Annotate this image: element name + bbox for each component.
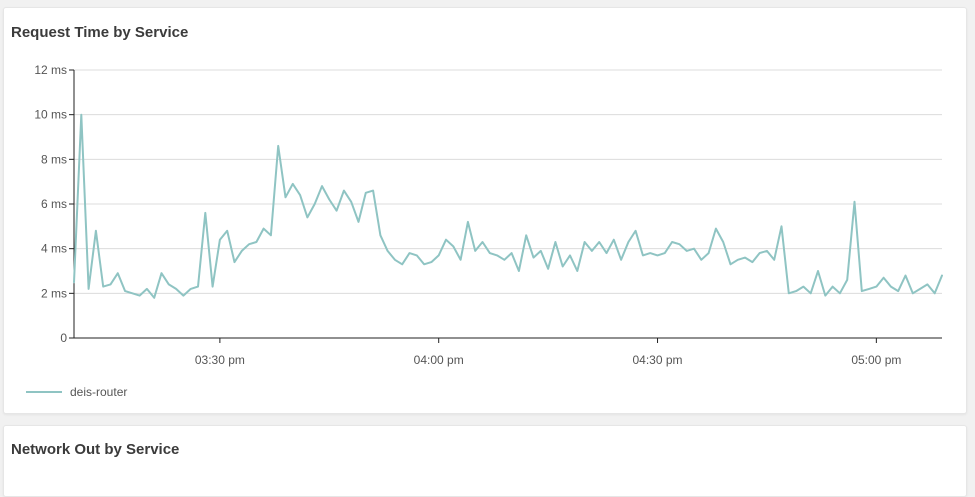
y-tick-label: 10 ms	[34, 108, 67, 122]
y-tick-label: 0	[60, 331, 67, 345]
series-line	[73, 113, 943, 299]
y-tick-label: 6 ms	[41, 197, 67, 211]
network-out-card: Network Out by Service	[3, 425, 967, 497]
chart-legend[interactable]: deis-router	[26, 384, 127, 400]
x-tick-label: 04:30 pm	[633, 353, 683, 367]
y-tick-label: 12 ms	[34, 63, 67, 77]
x-tick-label: 03:30 pm	[195, 353, 245, 367]
legend-label: deis-router	[70, 385, 128, 399]
card-title: Network Out by Service	[11, 441, 180, 458]
chart-title: Request Time by Service	[11, 24, 189, 41]
y-tick-label: 4 ms	[41, 242, 67, 256]
y-tick-label: 2 ms	[41, 286, 67, 300]
y-tick-label: 8 ms	[41, 152, 67, 166]
x-tick-label: 05:00 pm	[851, 353, 901, 367]
request-time-chart: 0 2 ms 4 ms 6 ms 8 ms 10 ms 12 ms 03:30 pm 04:00…	[34, 63, 943, 367]
x-tick-label: 04:00 pm	[414, 353, 464, 367]
legend-swatch	[26, 391, 62, 393]
request-time-card: Request Time by Service 0 2 ms 4 ms 6 ms 8 m…	[3, 7, 967, 414]
